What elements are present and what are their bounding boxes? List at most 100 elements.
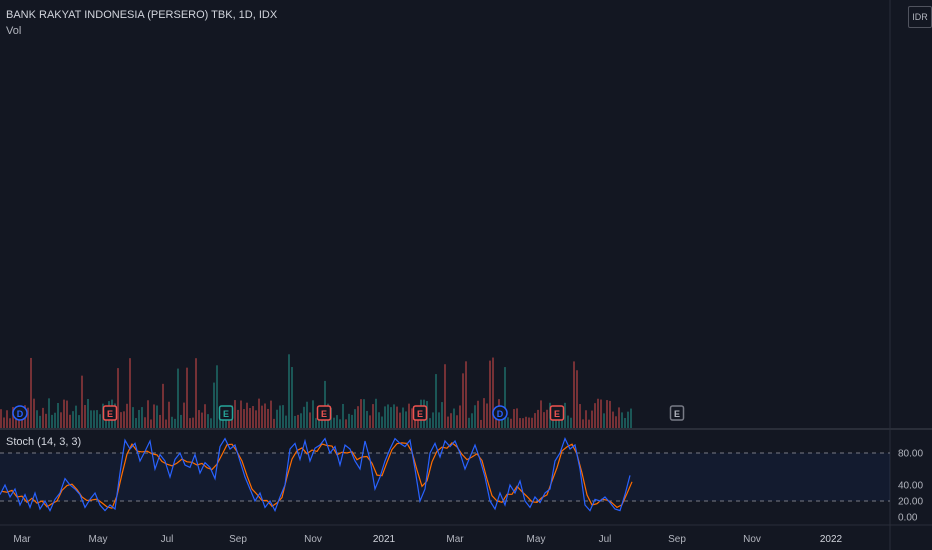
volume-bar	[105, 414, 107, 428]
volume-bar	[147, 400, 149, 428]
volume-bar	[429, 418, 431, 428]
volume-bar	[159, 414, 161, 428]
volume-bar	[201, 412, 203, 428]
currency-badge[interactable]: IDR	[908, 6, 932, 28]
volume-bar	[3, 417, 5, 428]
volume-bar	[228, 417, 230, 428]
marker-label: D	[497, 409, 504, 419]
volume-bar	[189, 418, 191, 428]
volume-bar	[120, 412, 122, 428]
volume-bar	[288, 354, 290, 428]
volume-bar	[333, 417, 335, 428]
volume-bar	[210, 418, 212, 428]
volume-bar	[456, 415, 458, 428]
dividend-marker[interactable]: D	[492, 405, 508, 421]
volume-bar	[600, 399, 602, 428]
volume-bar	[153, 404, 155, 428]
earnings-marker[interactable]: E	[218, 405, 234, 421]
volume-bar	[405, 411, 407, 428]
marker-label: E	[417, 409, 423, 419]
volume-bar	[186, 367, 188, 428]
dividend-marker[interactable]: D	[12, 405, 28, 421]
volume-bar	[459, 405, 461, 428]
earnings-marker[interactable]: E	[102, 405, 118, 421]
volume-bar	[438, 412, 440, 428]
marker-shape	[412, 405, 428, 421]
volume-bar	[579, 404, 581, 428]
earnings-marker[interactable]: E	[669, 405, 685, 421]
volume-bar	[0, 409, 2, 428]
volume-bar	[261, 405, 263, 428]
volume-bar	[393, 404, 395, 428]
marker-label: E	[321, 409, 327, 419]
volume-bar	[216, 365, 218, 428]
price-axis[interactable]: MarMayJulSepNov2021MarMayJulSepNov202247…	[13, 0, 923, 546]
volume-bar	[546, 409, 548, 428]
volume-bar	[627, 411, 629, 428]
volume-bar	[123, 411, 125, 428]
stoch-tick-label: 20.00	[898, 497, 923, 508]
volume-bar	[66, 400, 68, 428]
time-tick-label: Sep	[229, 534, 247, 545]
volume-bar	[303, 406, 305, 428]
volume-bar	[525, 416, 527, 428]
volume-bar	[324, 380, 326, 428]
time-tick-label: 2022	[820, 534, 843, 545]
volume-bar	[501, 416, 503, 428]
volume-bar	[45, 413, 47, 428]
earnings-marker[interactable]: E	[316, 405, 332, 421]
volume-bar	[375, 398, 377, 428]
volume-bar	[54, 412, 56, 428]
volume-bar	[483, 398, 485, 428]
marker-label: E	[554, 409, 560, 419]
volume-bar	[408, 403, 410, 428]
volume-bar	[573, 361, 575, 428]
earnings-marker[interactable]: E	[549, 405, 565, 421]
volume-bar	[348, 413, 350, 428]
volume-bar	[138, 409, 140, 428]
volume-bar	[180, 414, 182, 428]
volume-bar	[609, 400, 611, 428]
volume-bar	[462, 373, 464, 428]
volume-bar	[381, 416, 383, 428]
volume-bar	[618, 407, 620, 428]
volume-bar	[621, 412, 623, 428]
volume-bar	[144, 417, 146, 428]
volume-bar	[624, 417, 626, 428]
earnings-marker[interactable]: E	[412, 405, 428, 421]
volume-bar	[477, 400, 479, 428]
volume-bar	[297, 414, 299, 428]
volume-bar	[444, 364, 446, 428]
volume-bar	[9, 418, 11, 428]
volume-bar	[15, 413, 17, 428]
time-tick-label: Jul	[161, 534, 174, 545]
volume-bar	[441, 402, 443, 428]
volume-bar	[165, 419, 167, 428]
volume-bar	[267, 408, 269, 428]
stoch-tick-label: 80.00	[898, 449, 923, 460]
volume-bar	[177, 368, 179, 428]
volume-bar	[276, 409, 278, 428]
time-tick-label: May	[89, 534, 108, 545]
volume-bar	[204, 404, 206, 428]
volume-bar	[450, 413, 452, 428]
volume-bar	[528, 417, 530, 428]
volume-bar	[474, 405, 476, 428]
time-tick-label: Mar	[446, 534, 464, 545]
volume-bar	[576, 370, 578, 428]
marker-shape	[12, 405, 28, 421]
volume-bar	[435, 374, 437, 428]
volume-bar	[69, 414, 71, 428]
volume-bar	[345, 419, 347, 428]
volume-bar	[78, 415, 80, 428]
volume-bar	[492, 357, 494, 428]
volume-bar	[510, 418, 512, 428]
volume-bar	[75, 405, 77, 428]
volume-bar	[51, 414, 53, 428]
volume-label: Vol	[6, 25, 22, 37]
volume-bar	[582, 419, 584, 428]
volume-bar	[81, 375, 83, 428]
volume-bar	[36, 410, 38, 428]
